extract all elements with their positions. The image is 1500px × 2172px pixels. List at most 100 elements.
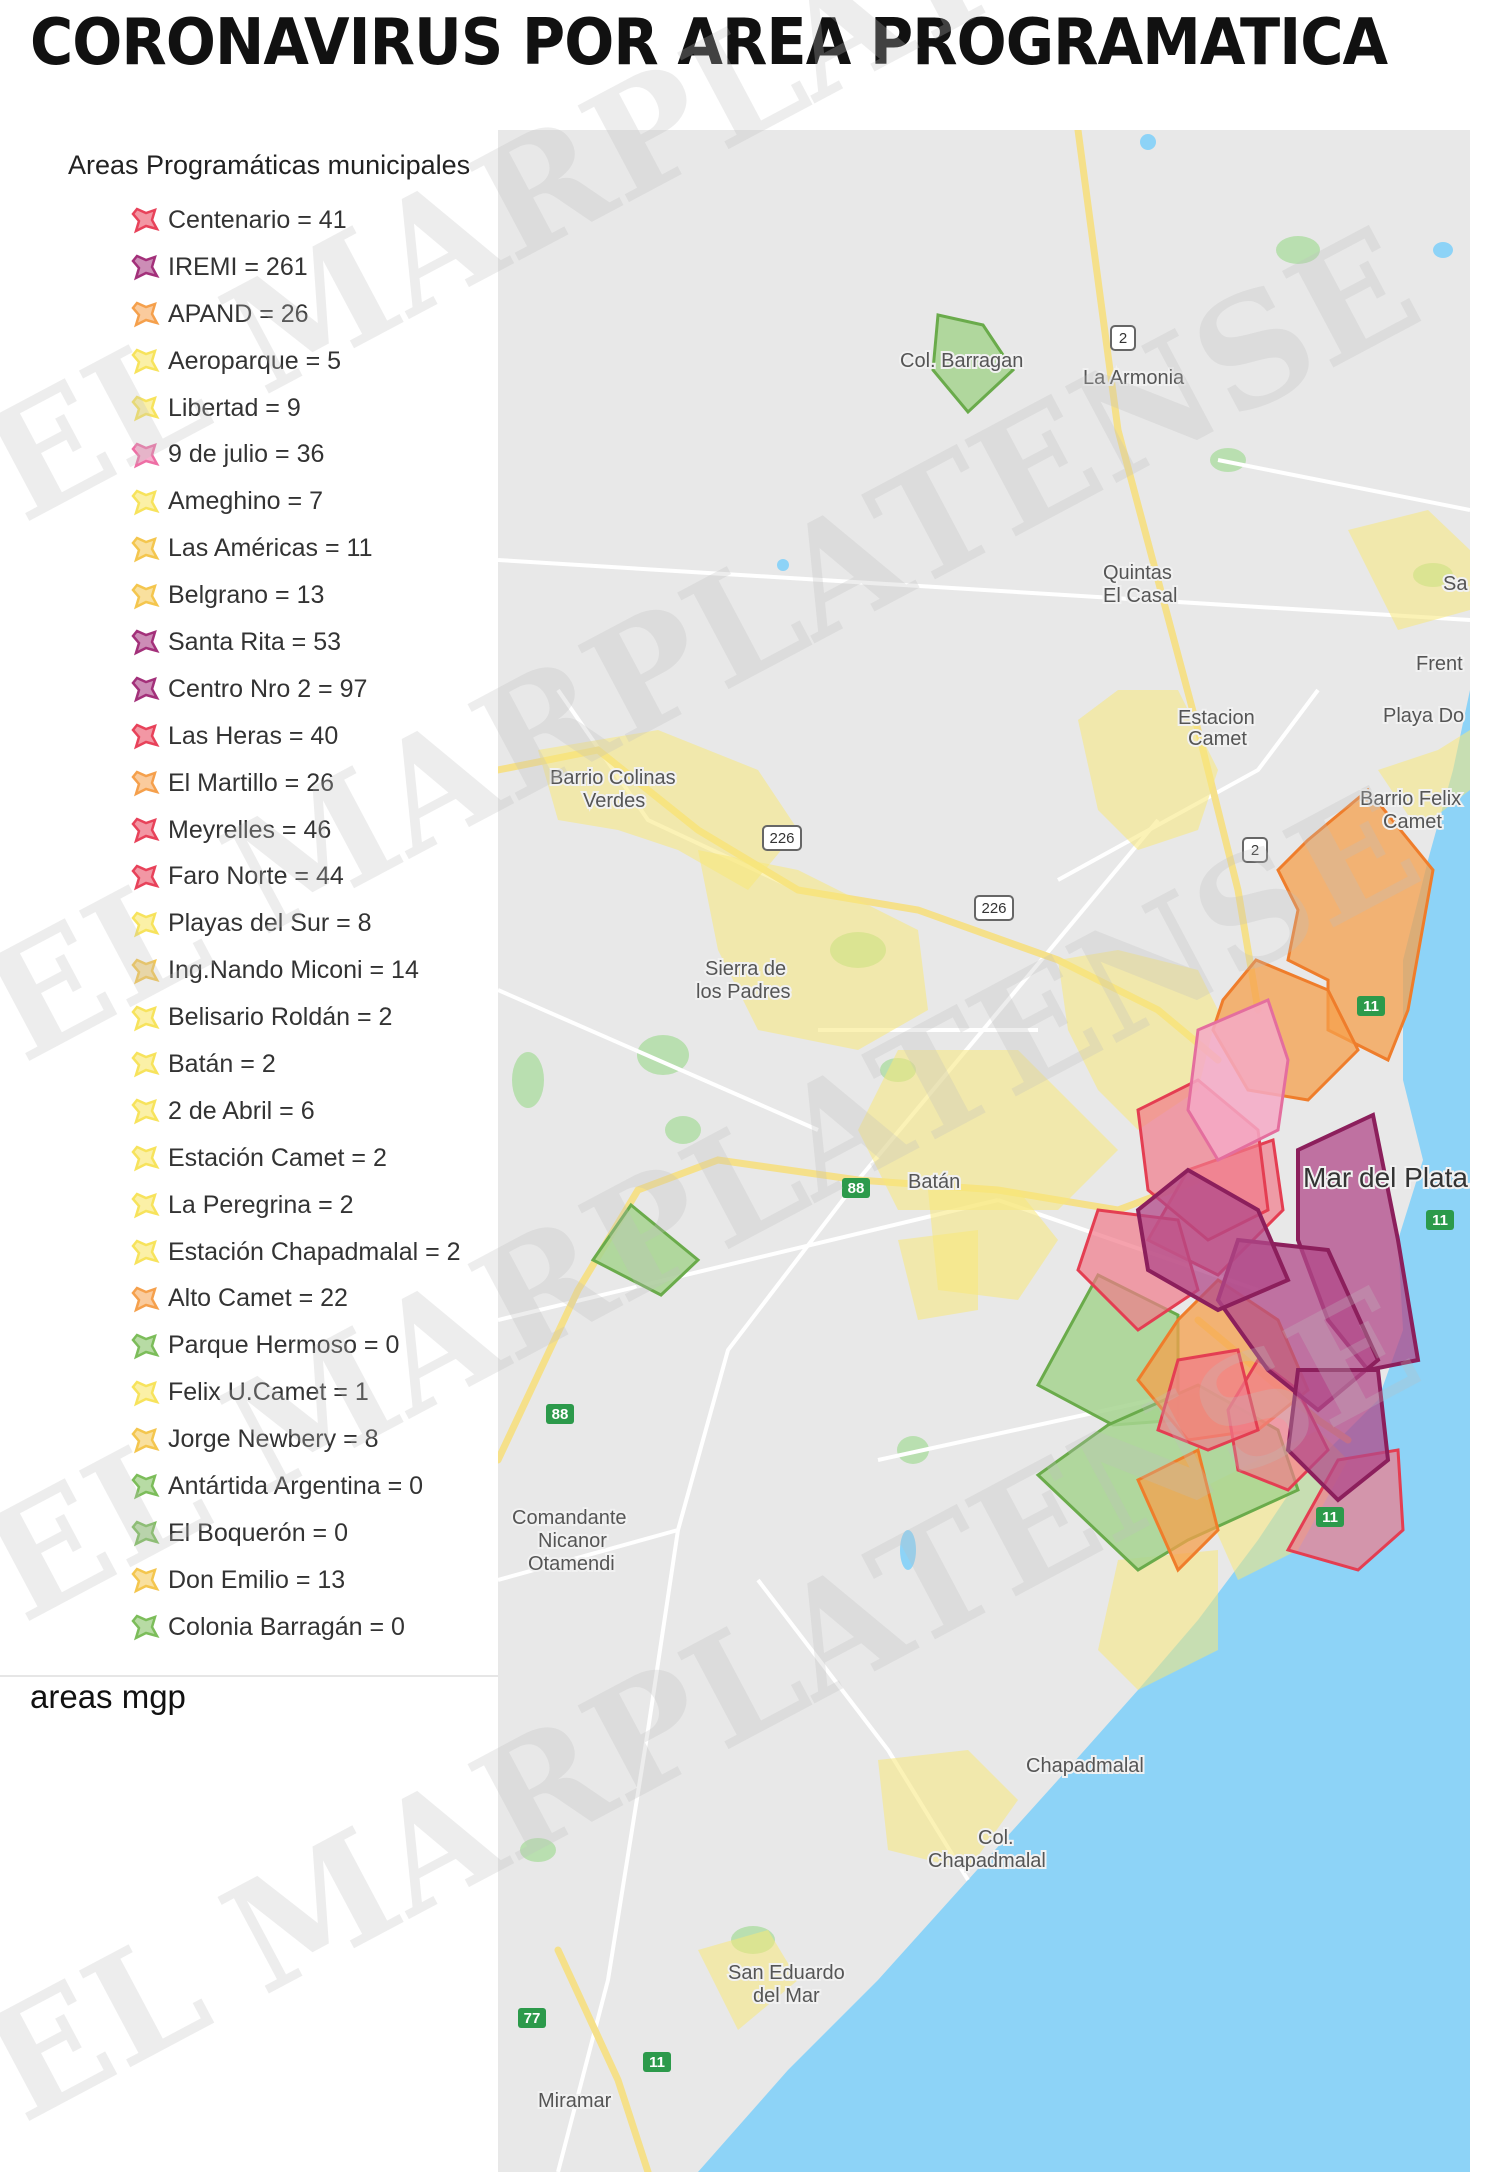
svg-text:11: 11 bbox=[1432, 1212, 1448, 1229]
polygon-swatch-icon bbox=[131, 723, 160, 750]
legend-item: Ing.Nando Miconi = 14 bbox=[130, 947, 500, 994]
polygon-swatch-icon bbox=[131, 536, 160, 563]
layer-label[interactable]: areas mgp bbox=[30, 1678, 186, 1715]
polygon-swatch-icon bbox=[131, 442, 160, 469]
polygon-swatch-icon bbox=[131, 1005, 160, 1031]
map-legend: Areas Programáticas municipales Centenar… bbox=[20, 150, 500, 1651]
polygon-swatch-icon bbox=[131, 1145, 160, 1172]
legend-item: Faro Norte = 44 bbox=[130, 853, 500, 900]
legend-item-label: Estación Chapadmalal = 2 bbox=[168, 1237, 461, 1266]
svg-text:11: 11 bbox=[1322, 1509, 1338, 1526]
svg-text:88: 88 bbox=[552, 1406, 569, 1423]
svg-text:77: 77 bbox=[524, 2010, 541, 2027]
polygon-swatch-icon bbox=[131, 1192, 160, 1219]
svg-text:11: 11 bbox=[1363, 998, 1379, 1015]
label-otamendi: Otamendi bbox=[528, 1553, 615, 1575]
polygon-swatch-icon bbox=[131, 1614, 160, 1641]
polygon-swatch-icon bbox=[131, 629, 160, 656]
label-verdes: Verdes bbox=[583, 790, 645, 812]
svg-text:88: 88 bbox=[848, 1180, 865, 1197]
svg-text:226: 226 bbox=[981, 900, 1006, 917]
polygon-swatch-icon bbox=[131, 1239, 160, 1266]
legend-item: Jorge Newbery = 8 bbox=[130, 1416, 500, 1463]
map-canvas[interactable]: 2 2 226 226 11 11 11 11 88 88 77 Col. Ba… bbox=[498, 130, 1470, 2172]
legend-item: Aeroparque = 5 bbox=[130, 338, 500, 385]
urban-areas bbox=[538, 510, 1470, 2030]
legend-item: Estación Camet = 2 bbox=[130, 1135, 500, 1182]
legend-item-label: Las Américas = 11 bbox=[168, 534, 373, 563]
legend-item: Libertad = 9 bbox=[130, 385, 500, 432]
label-barrio-colinas: Barrio Colinas bbox=[550, 767, 676, 789]
label-estacion: Estacion bbox=[1178, 707, 1255, 729]
legend-item-label: Ing.Nando Miconi = 14 bbox=[168, 956, 419, 985]
legend-item: Estación Chapadmalal = 2 bbox=[130, 1229, 500, 1276]
label-playa-do: Playa Do bbox=[1383, 705, 1464, 727]
polygon-swatch-icon bbox=[131, 1051, 160, 1078]
legend-item-label: Faro Norte = 44 bbox=[168, 862, 344, 891]
svg-text:2: 2 bbox=[1251, 842, 1259, 859]
legend-item: Ameghino = 7 bbox=[130, 478, 500, 525]
label-comandante: Comandante bbox=[512, 1507, 627, 1529]
svg-text:226: 226 bbox=[769, 830, 794, 847]
polygon-swatch-icon bbox=[131, 395, 160, 422]
legend-item: APAND = 26 bbox=[130, 291, 500, 338]
legend-item-label: Don Emilio = 13 bbox=[168, 1565, 346, 1594]
legend-item: Antártida Argentina = 0 bbox=[130, 1463, 500, 1510]
label-mar-del-plata: Mar del Plata bbox=[1303, 1162, 1468, 1193]
legend-item: Parque Hermoso = 0 bbox=[130, 1322, 500, 1369]
label-barrio-felix-camet: Camet bbox=[1383, 811, 1442, 833]
label-el-casal: El Casal bbox=[1103, 585, 1177, 607]
polygon-swatch-icon bbox=[131, 1098, 160, 1125]
legend-item: El Martillo = 26 bbox=[130, 760, 500, 807]
label-frent: Frent bbox=[1416, 653, 1463, 675]
legend-item: Meyrelles = 46 bbox=[130, 807, 500, 854]
polygon-swatch-icon bbox=[131, 1520, 160, 1547]
label-nicanor: Nicanor bbox=[538, 1530, 607, 1552]
legend-item: Alto Camet = 22 bbox=[130, 1275, 500, 1322]
legend-item-label: Aeroparque = 5 bbox=[168, 346, 342, 375]
legend-item-label: Meyrelles = 46 bbox=[168, 815, 332, 844]
label-batan: Batán bbox=[908, 1171, 960, 1193]
legend-item-label: Libertad = 9 bbox=[168, 393, 301, 422]
polygon-swatch-icon bbox=[131, 958, 160, 985]
label-col-chapadmalal: Chapadmalal bbox=[928, 1850, 1046, 1872]
polygon-swatch-icon bbox=[131, 583, 160, 609]
legend-item: 2 de Abril = 6 bbox=[130, 1088, 500, 1135]
polygon-swatch-icon bbox=[131, 817, 160, 844]
polygon-swatch-icon bbox=[131, 1380, 160, 1407]
label-chapadmalal: Chapadmalal bbox=[1026, 1755, 1144, 1777]
legend-item: Belgrano = 13 bbox=[130, 572, 500, 619]
polygon-swatch-icon bbox=[131, 676, 160, 703]
legend-item-label: Estación Camet = 2 bbox=[168, 1143, 387, 1172]
pink-area bbox=[1186, 997, 1290, 1162]
lakes bbox=[777, 134, 1453, 1570]
legend-title: Areas Programáticas municipales bbox=[68, 150, 471, 180]
legend-item-label: Belgrano = 13 bbox=[168, 581, 325, 610]
polygon-swatch-icon bbox=[131, 254, 160, 281]
label-quintas: Quintas bbox=[1103, 562, 1172, 584]
legend-item-label: 2 de Abril = 6 bbox=[168, 1096, 315, 1125]
legend-item: IREMI = 261 bbox=[130, 244, 500, 291]
legend-item-label: Felix U.Camet = 1 bbox=[168, 1378, 369, 1407]
polygon-swatch-icon bbox=[131, 207, 160, 234]
label-miramar: Miramar bbox=[538, 2090, 612, 2112]
label-estacion-camet: Camet bbox=[1188, 728, 1247, 750]
label-col: Col. bbox=[978, 1827, 1014, 1849]
map-view[interactable]: 2 2 226 226 11 11 11 11 88 88 77 Col. Ba… bbox=[498, 130, 1470, 2172]
minor-roads bbox=[498, 458, 1470, 2172]
polygon-swatch-icon bbox=[131, 1427, 160, 1454]
legend-item: Batán = 2 bbox=[130, 1041, 500, 1088]
svg-text:11: 11 bbox=[649, 2054, 665, 2071]
legend-item-label: Jorge Newbery = 8 bbox=[168, 1425, 379, 1454]
legend-item: Playas del Sur = 8 bbox=[130, 900, 500, 947]
label-la-armonia: La Armonia bbox=[1083, 367, 1185, 389]
polygon-swatch-icon bbox=[131, 489, 160, 516]
polygon-swatch-icon bbox=[131, 1567, 160, 1594]
legend-list: Centenario = 41 IREMI = 261 APAND = 26 Aero… bbox=[20, 197, 500, 1651]
place-labels: Col. Barragan La Armonia Quintas El Casa… bbox=[510, 348, 1470, 2114]
legend-item: Centenario = 41 bbox=[130, 197, 500, 244]
legend-item: Las Américas = 11 bbox=[130, 525, 500, 572]
legend-item-label: Colonia Barragán = 0 bbox=[168, 1612, 405, 1641]
label-del-mar: del Mar bbox=[753, 1985, 820, 2007]
legend-item: El Boquerón = 0 bbox=[130, 1510, 500, 1557]
